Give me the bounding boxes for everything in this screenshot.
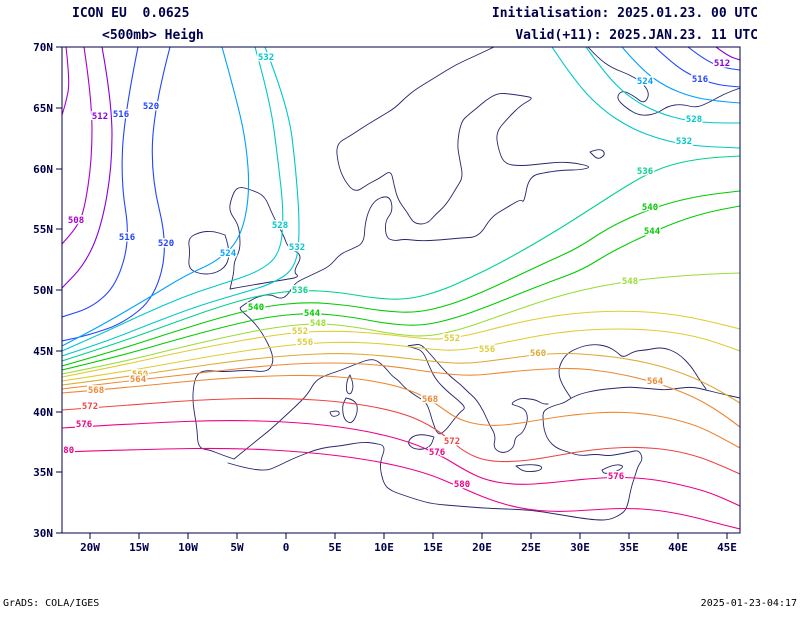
lon-tick-label: 0 xyxy=(283,541,290,554)
contour-label-576: 576 xyxy=(76,420,92,430)
contour-label-580: 580 xyxy=(454,480,470,490)
contour-label-508: 508 xyxy=(68,216,84,226)
lon-tick-label: 15W xyxy=(129,541,149,554)
contour-label-560: 560 xyxy=(530,349,546,359)
contour-label-524: 524 xyxy=(220,249,237,259)
contour-label-520: 520 xyxy=(143,102,159,112)
grads-credit: GrADS: COLA/IGES xyxy=(3,598,100,609)
contour-label-576: 576 xyxy=(429,448,445,458)
contour-label-532: 532 xyxy=(676,137,692,147)
contour-label-540: 540 xyxy=(248,303,264,313)
lat-tick-label: 50N xyxy=(33,284,53,297)
init-time-label: Initialisation: 2025.01.23. 00 UTC xyxy=(491,6,758,21)
lon-tick-label: 45E xyxy=(717,541,737,554)
contour-lines-layer xyxy=(62,47,740,530)
contour-label-548: 548 xyxy=(310,319,326,329)
contour-label-556: 556 xyxy=(479,345,495,355)
lon-tick-label: 35E xyxy=(619,541,639,554)
valid-time-label: Valid(+11): 2025.JAN.23. 11 UTC xyxy=(515,28,758,43)
lon-tick-label: 10W xyxy=(178,541,198,554)
contour-label-548: 548 xyxy=(622,277,638,287)
contour-label-580: 580 xyxy=(58,446,74,456)
lon-tick-label: 5W xyxy=(230,541,244,554)
lon-tick-label: 40E xyxy=(668,541,688,554)
contour-label-528: 528 xyxy=(686,115,702,125)
lon-tick-label: 15E xyxy=(423,541,443,554)
contour-label-520: 520 xyxy=(158,239,174,249)
contour-label-544: 544 xyxy=(304,309,321,319)
contour-label-552: 552 xyxy=(444,334,460,344)
contour-label-552: 552 xyxy=(292,327,308,337)
contour-label-564: 564 xyxy=(647,377,664,387)
contour-label-532: 532 xyxy=(258,53,274,63)
contour-label-568: 568 xyxy=(422,395,438,405)
contour-label-576: 576 xyxy=(608,472,624,482)
lon-tick-label: 5E xyxy=(328,541,341,554)
contour-label-536: 536 xyxy=(292,286,308,296)
contour-label-512: 512 xyxy=(92,112,108,122)
lat-tick-label: 55N xyxy=(33,223,53,236)
lat-tick-label: 70N xyxy=(33,41,53,54)
lat-tick-label: 65N xyxy=(33,102,53,115)
lat-tick-label: 45N xyxy=(33,345,53,358)
contour-label-516: 516 xyxy=(113,110,129,120)
axis-ticks xyxy=(56,46,728,539)
contour-label-572: 572 xyxy=(82,402,98,412)
lat-tick-label: 30N xyxy=(33,527,53,540)
model-title: ICON EU 0.0625 xyxy=(72,6,190,21)
contour-label-572: 572 xyxy=(444,437,460,447)
contour-label-528: 528 xyxy=(272,221,288,231)
map-frame xyxy=(61,46,741,534)
contour-label-512: 512 xyxy=(714,59,730,69)
contour-label-568: 568 xyxy=(88,386,104,396)
contour-label-556: 556 xyxy=(297,338,313,348)
contour-label-564: 564 xyxy=(130,375,147,385)
lon-tick-label: 20W xyxy=(80,541,100,554)
lat-tick-label: 60N xyxy=(33,163,53,176)
field-title: <500mb> Heigh xyxy=(102,28,204,43)
contour-label-544: 544 xyxy=(644,227,661,237)
axis-labels: 70N 65N 60N 55N 50N 45N 40N 35N 30N 20W 15W 10W 5W 0 5… xyxy=(33,41,737,554)
contour-label-540: 540 xyxy=(642,203,658,213)
lon-tick-label: 30E xyxy=(570,541,590,554)
contour-labels-layer: 508 512 516 516 520 520 524 528 532 532 536 536 540 5… xyxy=(58,52,732,492)
contour-label-516: 516 xyxy=(692,75,708,85)
contour-label-536: 536 xyxy=(637,167,653,177)
contour-label-560: 560 xyxy=(132,370,148,380)
lat-tick-label: 35N xyxy=(33,466,53,479)
lat-tick-label: 40N xyxy=(33,406,53,419)
contour-label-516: 516 xyxy=(119,233,135,243)
lon-tick-label: 20E xyxy=(472,541,492,554)
contour-label-524: 524 xyxy=(637,77,654,87)
contour-label-532: 532 xyxy=(289,243,305,253)
creation-timestamp: 2025-01-23-04:17 xyxy=(700,598,797,609)
lon-tick-label: 10E xyxy=(374,541,394,554)
lon-tick-label: 25E xyxy=(521,541,541,554)
